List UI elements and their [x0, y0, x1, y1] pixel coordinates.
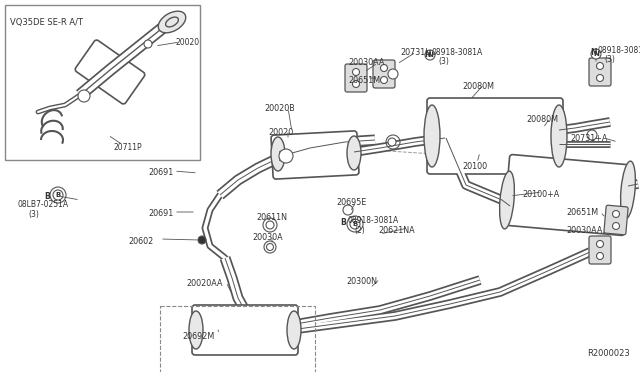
- Circle shape: [388, 69, 398, 79]
- Ellipse shape: [287, 311, 301, 349]
- Circle shape: [425, 50, 435, 60]
- Circle shape: [198, 236, 206, 244]
- Ellipse shape: [158, 11, 186, 33]
- Text: N: N: [424, 50, 431, 59]
- Text: 20080M: 20080M: [462, 82, 494, 91]
- Text: (3): (3): [28, 210, 39, 219]
- Circle shape: [53, 190, 63, 200]
- FancyBboxPatch shape: [504, 155, 630, 235]
- Text: 20300N: 20300N: [346, 277, 377, 286]
- Text: N: N: [427, 52, 433, 58]
- Circle shape: [591, 49, 601, 59]
- Ellipse shape: [621, 161, 636, 219]
- FancyBboxPatch shape: [373, 60, 395, 88]
- Text: 20692M: 20692M: [182, 332, 214, 341]
- Text: 20100: 20100: [462, 162, 487, 171]
- Circle shape: [381, 77, 387, 83]
- Circle shape: [78, 90, 90, 102]
- Text: 20020B: 20020B: [264, 104, 295, 113]
- Text: 20691: 20691: [148, 209, 173, 218]
- Circle shape: [144, 40, 152, 48]
- Text: R2000023: R2000023: [588, 349, 630, 358]
- Circle shape: [353, 68, 360, 76]
- Text: B: B: [44, 192, 50, 201]
- Circle shape: [388, 138, 396, 146]
- Circle shape: [587, 130, 597, 140]
- Text: 20030AA: 20030AA: [348, 58, 385, 67]
- Text: 20100+A: 20100+A: [522, 190, 559, 199]
- Text: 20030AA: 20030AA: [566, 226, 602, 235]
- Text: (3): (3): [604, 55, 615, 64]
- Text: 08918-3081A: 08918-3081A: [348, 216, 399, 225]
- Circle shape: [596, 74, 604, 81]
- Ellipse shape: [271, 137, 285, 171]
- Text: N: N: [590, 48, 596, 57]
- Circle shape: [596, 62, 604, 70]
- Text: 20020: 20020: [268, 128, 293, 137]
- Ellipse shape: [500, 171, 515, 229]
- Text: N: N: [593, 51, 599, 57]
- Text: 20695E: 20695E: [336, 198, 366, 207]
- Circle shape: [350, 219, 360, 229]
- Circle shape: [266, 221, 274, 229]
- FancyBboxPatch shape: [427, 98, 563, 174]
- FancyBboxPatch shape: [345, 64, 367, 92]
- Ellipse shape: [424, 105, 440, 167]
- Text: 08918-3081A: 08918-3081A: [598, 46, 640, 55]
- Text: 20651M: 20651M: [566, 208, 598, 217]
- FancyBboxPatch shape: [192, 305, 298, 355]
- Text: 20651M: 20651M: [348, 76, 380, 85]
- Text: 20030A: 20030A: [252, 233, 283, 242]
- Text: (2): (2): [354, 226, 365, 235]
- Text: 20731+A: 20731+A: [570, 134, 607, 143]
- FancyBboxPatch shape: [75, 40, 145, 104]
- FancyBboxPatch shape: [589, 236, 611, 264]
- Text: 20020AA: 20020AA: [186, 279, 223, 288]
- Bar: [5, 5, 200, 160]
- Text: B: B: [353, 221, 358, 227]
- Bar: [160, 306, 315, 372]
- Circle shape: [612, 211, 620, 218]
- Text: (3): (3): [438, 57, 449, 66]
- Circle shape: [381, 64, 387, 71]
- FancyBboxPatch shape: [271, 131, 359, 179]
- Circle shape: [596, 241, 604, 247]
- Text: B: B: [340, 218, 346, 227]
- Text: VQ35DE SE-R A/T: VQ35DE SE-R A/T: [10, 18, 83, 27]
- Text: 08918-3081A: 08918-3081A: [432, 48, 483, 57]
- Text: 20611N: 20611N: [256, 213, 287, 222]
- Text: B: B: [56, 192, 61, 198]
- Circle shape: [266, 244, 273, 250]
- Text: 20602: 20602: [128, 237, 153, 246]
- Text: 20080M: 20080M: [526, 115, 558, 124]
- Circle shape: [279, 149, 293, 163]
- Circle shape: [596, 253, 604, 260]
- FancyBboxPatch shape: [589, 58, 611, 86]
- Text: 20711P: 20711P: [113, 143, 141, 152]
- Text: 20691: 20691: [148, 168, 173, 177]
- Circle shape: [353, 80, 360, 87]
- Text: 20731L: 20731L: [400, 48, 429, 57]
- Ellipse shape: [189, 311, 203, 349]
- FancyBboxPatch shape: [604, 205, 628, 235]
- Circle shape: [343, 205, 353, 215]
- Ellipse shape: [166, 17, 179, 27]
- Ellipse shape: [551, 105, 567, 167]
- Text: 08LB7-0251A: 08LB7-0251A: [18, 200, 69, 209]
- Circle shape: [612, 222, 620, 230]
- Text: 20621NA: 20621NA: [378, 226, 415, 235]
- Text: 20020: 20020: [175, 38, 199, 47]
- Ellipse shape: [347, 136, 361, 170]
